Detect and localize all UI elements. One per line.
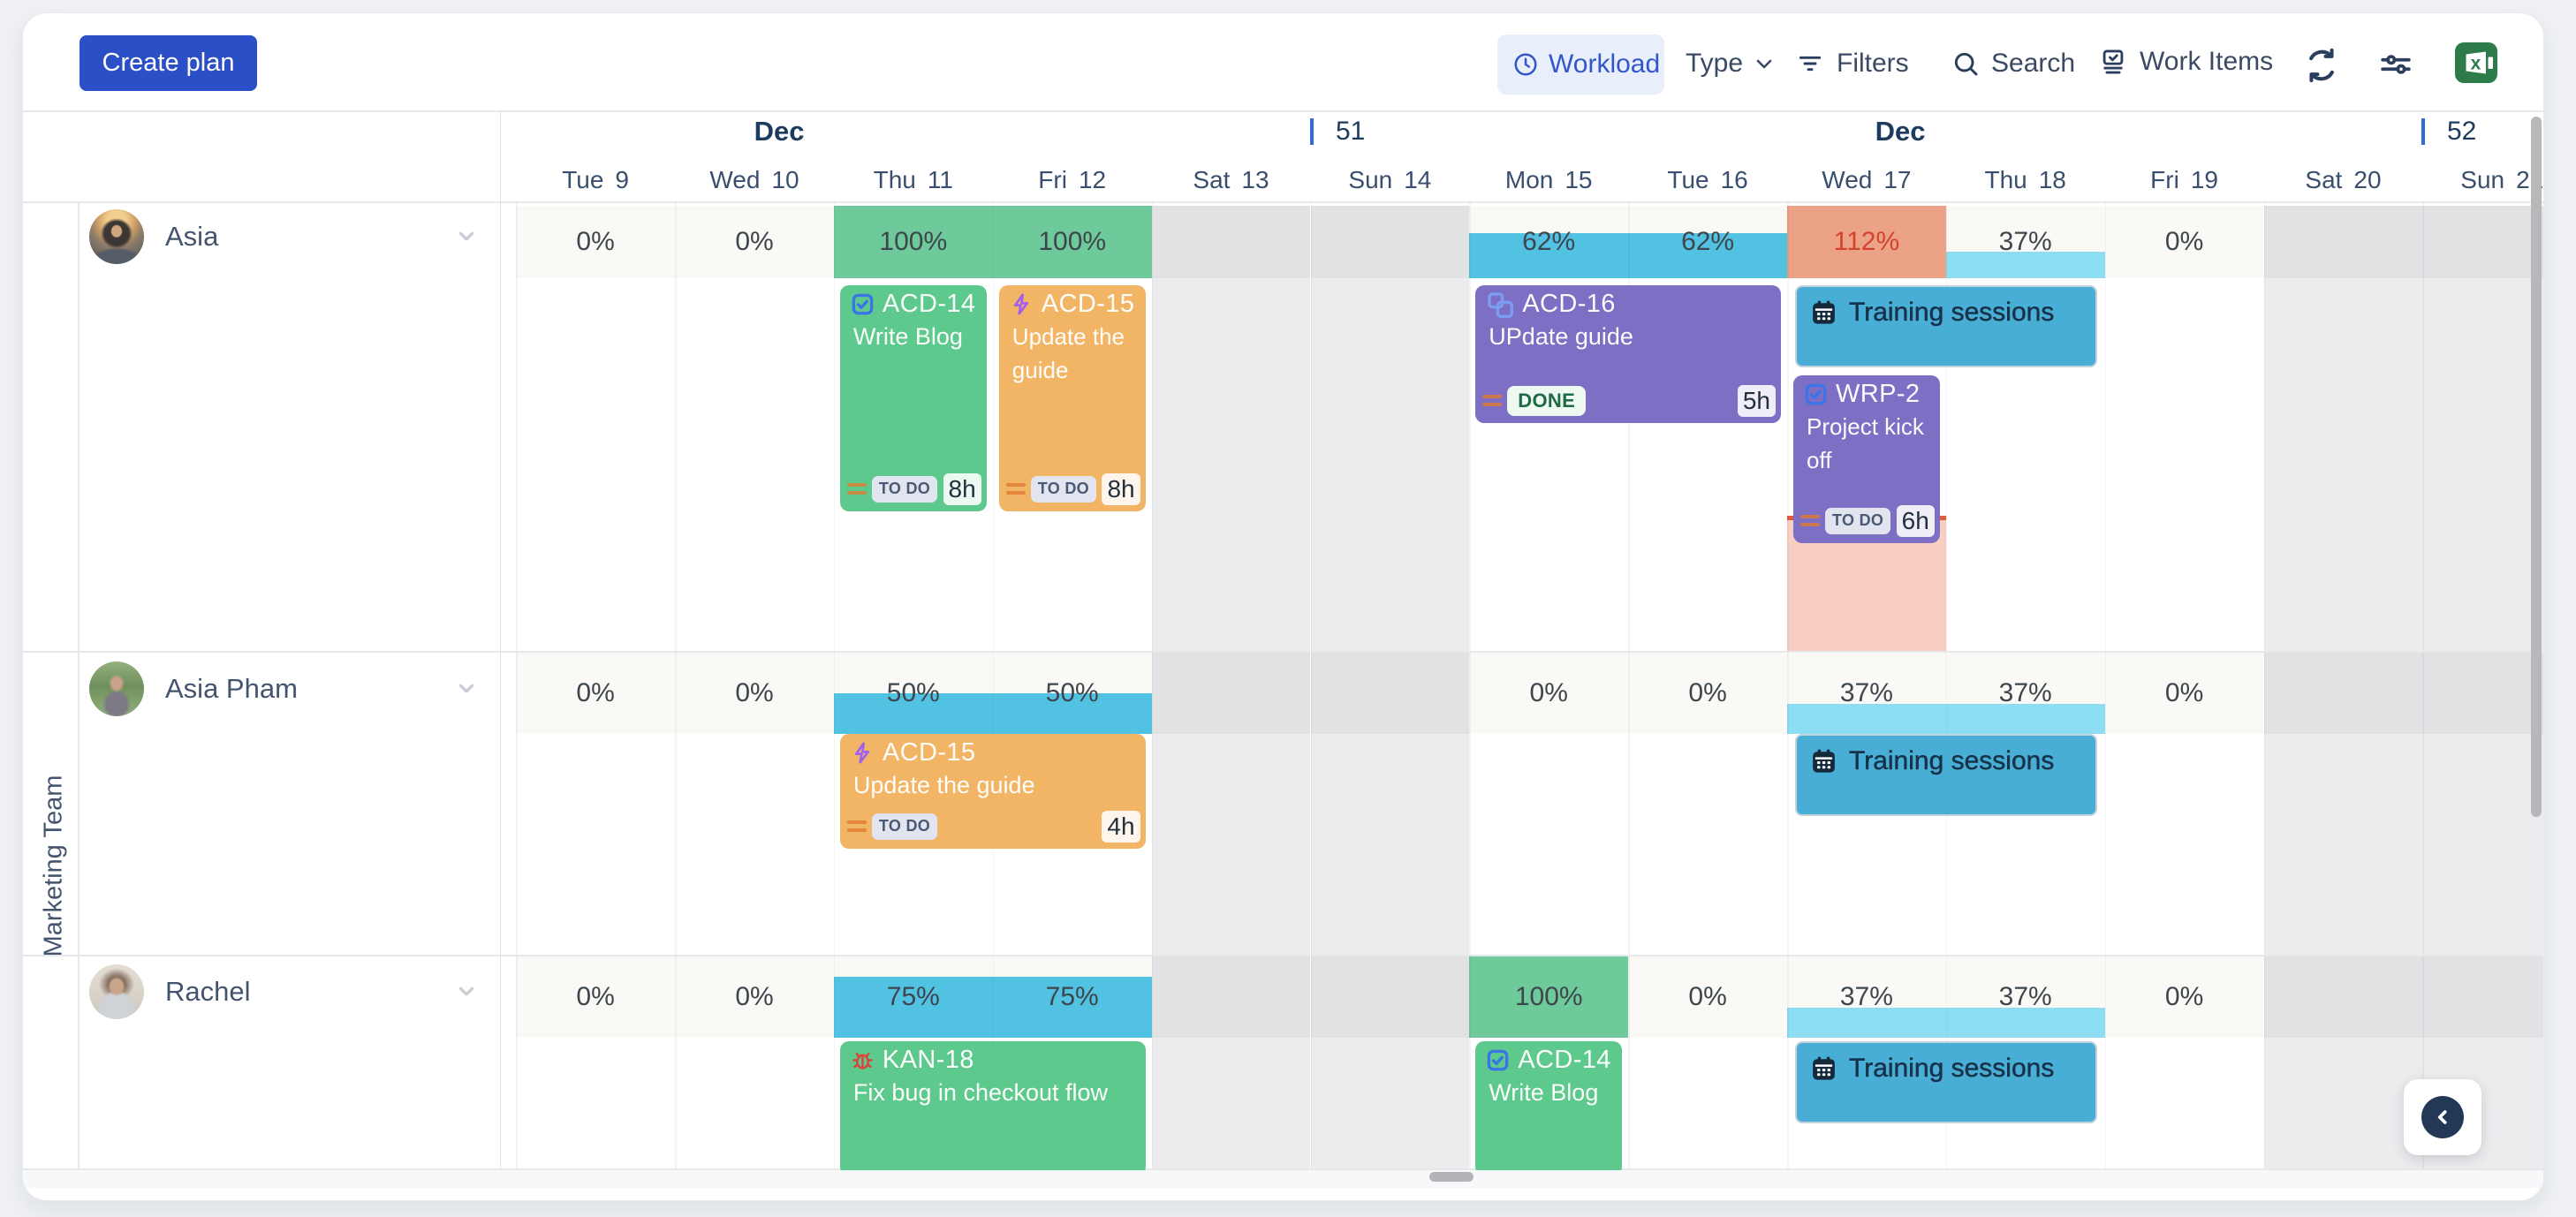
svg-text:x: x [2471, 54, 2481, 74]
